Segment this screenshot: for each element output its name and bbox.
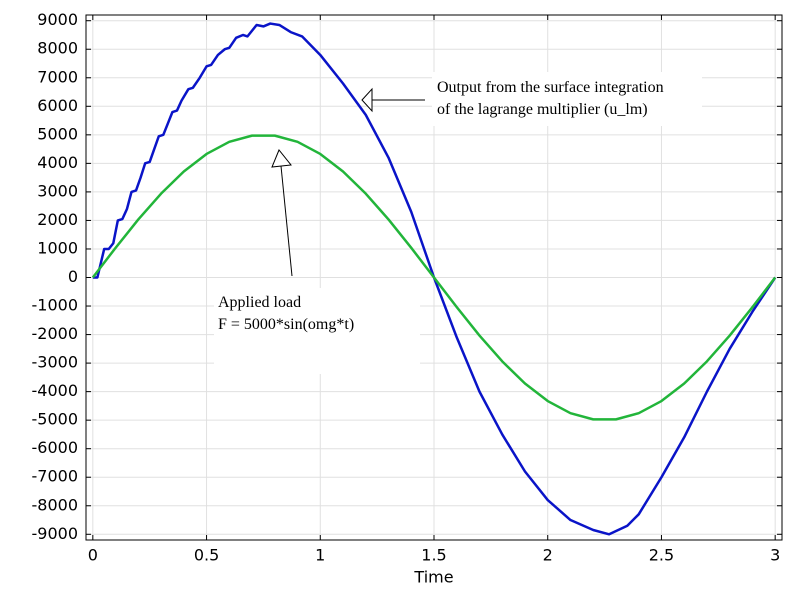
x-tick-label: 2.5 bbox=[649, 546, 674, 565]
annotation-box bbox=[214, 288, 420, 374]
annotation-text: of the lagrange multiplier (u_lm) bbox=[437, 101, 648, 118]
y-tick-label: -6000 bbox=[32, 438, 79, 457]
x-tick-label: 1.5 bbox=[421, 546, 446, 565]
x-tick-label: 2 bbox=[543, 546, 553, 565]
y-tick-label: -7000 bbox=[32, 467, 79, 486]
y-tick-label: -3000 bbox=[32, 353, 79, 372]
x-tick-label: 3 bbox=[770, 546, 780, 565]
y-tick-label: 2000 bbox=[37, 210, 78, 229]
lines bbox=[91, 22, 777, 536]
y-tick-label: 7000 bbox=[37, 67, 78, 86]
annotation-box bbox=[432, 72, 702, 126]
ticks: 0 0.5 1 1.5 2 2.5 3 -9000 -8000 -7000 -6000 -5000 -4… bbox=[32, 10, 782, 565]
y-tick-label: 9000 bbox=[37, 10, 78, 29]
y-tick-label: -5000 bbox=[32, 410, 79, 429]
annotation-arrow bbox=[280, 165, 293, 277]
data-line bbox=[91, 134, 777, 421]
y-tick-label: 3000 bbox=[37, 181, 78, 200]
annotation-arrowhead bbox=[361, 87, 373, 113]
y-tick-label: 0 bbox=[68, 267, 78, 286]
data-line bbox=[92, 22, 777, 536]
y-tick-label: -4000 bbox=[32, 381, 79, 400]
y-tick-label: 4000 bbox=[37, 153, 78, 172]
annotation-text: Applied load bbox=[218, 294, 301, 311]
annotation-arrowhead bbox=[271, 149, 292, 168]
annotation-text: Output from the surface integration bbox=[437, 79, 664, 96]
annotation-text: F = 5000*sin(omg*t) bbox=[218, 316, 354, 333]
y-tick-label: -1000 bbox=[32, 296, 79, 315]
x-axis-label: Time bbox=[413, 568, 453, 587]
y-tick-label: 1000 bbox=[37, 238, 78, 257]
x-tick-label: 0.5 bbox=[194, 546, 219, 565]
grid bbox=[86, 15, 782, 540]
y-tick-label: -9000 bbox=[32, 524, 79, 543]
x-tick-label: 0 bbox=[88, 546, 98, 565]
y-tick-label: 5000 bbox=[37, 124, 78, 143]
y-tick-label: -8000 bbox=[32, 495, 79, 514]
y-tick-label: -2000 bbox=[32, 324, 79, 343]
x-tick-label: 1 bbox=[315, 546, 325, 565]
y-tick-label: 8000 bbox=[37, 39, 78, 58]
y-tick-label: 6000 bbox=[37, 96, 78, 115]
